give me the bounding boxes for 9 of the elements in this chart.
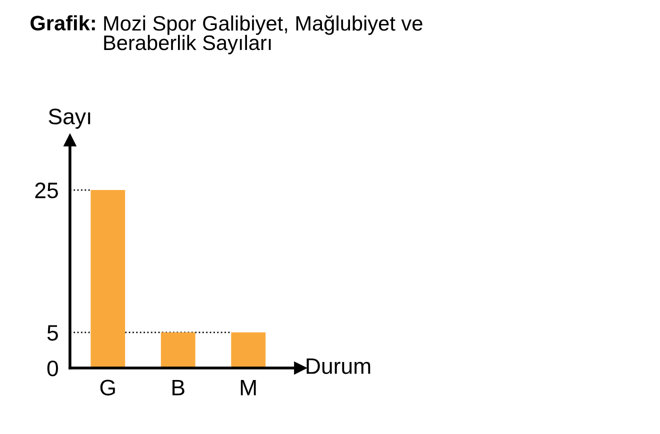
x-tick-label: M bbox=[240, 380, 256, 396]
y-tick-label: 5 bbox=[47, 325, 58, 341]
x-tick-label: B bbox=[172, 380, 184, 396]
chart-title: Grafik: Mozi Spor Galibiyet, Mağlubiyet ve Beraberlik Sayıları bbox=[30, 15, 422, 54]
y-tick-label: 0 bbox=[47, 360, 58, 376]
y-axis-title: Sayı bbox=[48, 108, 90, 129]
x-axis-title: Durum bbox=[306, 358, 370, 374]
x-tick-label: G bbox=[100, 380, 115, 396]
y-tick-label: 25 bbox=[35, 182, 58, 198]
